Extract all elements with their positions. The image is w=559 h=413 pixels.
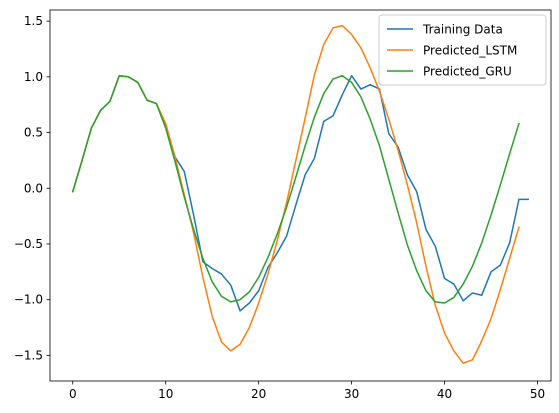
x-tick-label: 30 <box>344 387 359 401</box>
series-line-predicted-gru <box>71 74 520 304</box>
legend-label: Training Data <box>422 23 503 37</box>
x-tick-label: 20 <box>251 387 266 401</box>
y-tick-label: 0.0 <box>24 181 43 195</box>
series-layer <box>71 24 529 364</box>
y-tick-label: 1.0 <box>24 70 43 84</box>
series-line-training-data <box>71 74 529 312</box>
x-tick-label: 40 <box>437 387 452 401</box>
x-tick-label: 50 <box>530 387 545 401</box>
y-tick-label: −0.5 <box>14 237 43 251</box>
x-tick-label: 10 <box>158 387 173 401</box>
legend-box <box>378 14 547 86</box>
axes-layer: 0 10 20 30 40 50 −1.5 −1.0 −0.5 0.0 0.5 1.0 1.5 <box>14 9 552 401</box>
y-tick-label: −1.5 <box>14 348 43 362</box>
legend-label: Predicted_LSTM <box>423 44 517 58</box>
y-tick-label: −1.0 <box>14 293 43 307</box>
legend-label: Predicted_GRU <box>423 65 512 79</box>
x-tick-label: 0 <box>69 387 77 401</box>
plot-frame <box>49 9 552 382</box>
y-tick-label: 1.5 <box>24 14 43 28</box>
legend: Training Data Predicted_LSTM Predicted_GRU <box>378 14 547 86</box>
y-tick-label: 0.5 <box>24 126 43 140</box>
